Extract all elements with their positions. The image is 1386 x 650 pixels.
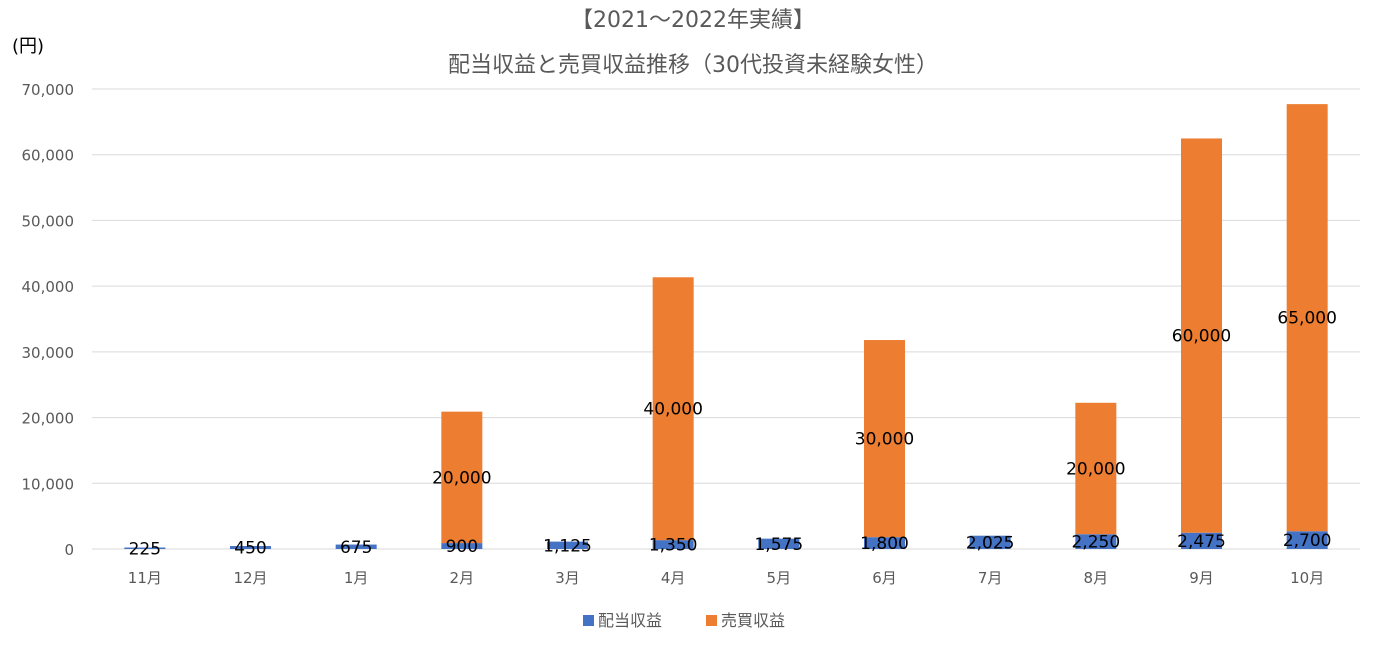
data-label-trading: 20,000 xyxy=(432,468,491,488)
bar-dividend xyxy=(758,538,800,549)
x-tick-label: 8月 xyxy=(1084,569,1109,587)
y-tick-label: 10,000 xyxy=(22,475,75,493)
x-axis-ticks: 11月 12月 1月 2月 3月 4月 5月 6月 7月 8月 9月 10月 xyxy=(128,569,1324,587)
data-label-dividend: 900 xyxy=(446,537,478,557)
data-label-dividend: 1,575 xyxy=(754,535,803,555)
y-tick-label: 50,000 xyxy=(22,212,75,230)
bar-dividend xyxy=(335,544,377,549)
bar-dividend xyxy=(1075,534,1117,549)
y-tick-label: 20,000 xyxy=(22,410,75,428)
data-label-trading: 40,000 xyxy=(643,400,702,420)
bar-trading xyxy=(441,411,483,544)
chart-title-line2: 配当収益と売買収益推移（30代投資未経験女性） xyxy=(448,53,938,78)
y-axis-unit-label: (円) xyxy=(12,36,44,57)
bar-trading xyxy=(1075,402,1117,535)
x-tick-label: 9月 xyxy=(1189,569,1214,587)
x-tick-label: 4月 xyxy=(661,569,686,587)
x-tick-label: 1月 xyxy=(344,569,369,587)
x-tick-label: 12月 xyxy=(233,569,267,587)
y-tick-label: 60,000 xyxy=(22,147,75,165)
data-label-dividend: 2,250 xyxy=(1071,533,1120,553)
data-label-dividend: 2,700 xyxy=(1283,531,1332,551)
y-tick-label: 30,000 xyxy=(22,344,75,362)
x-tick-label: 6月 xyxy=(872,569,897,587)
legend-swatch xyxy=(706,615,717,626)
bar-dividend xyxy=(969,535,1011,549)
bars xyxy=(124,104,1328,549)
bar-trading xyxy=(864,340,905,538)
x-tick-label: 5月 xyxy=(767,569,792,587)
legend-label: 配当収益 xyxy=(598,611,662,630)
x-tick-label: 10月 xyxy=(1290,569,1324,587)
bar-dividend xyxy=(652,540,694,549)
bar-dividend xyxy=(547,541,588,549)
x-tick-label: 3月 xyxy=(555,569,580,587)
bar-trading xyxy=(1181,138,1222,533)
data-label-dividend: 2,475 xyxy=(1177,532,1226,552)
data-label-trading: 30,000 xyxy=(855,430,914,450)
data-label-trading: 60,000 xyxy=(1172,327,1231,347)
bar-dividend xyxy=(864,537,905,549)
legend-label: 売買収益 xyxy=(721,611,785,630)
bar-dividend xyxy=(124,547,166,549)
legend-swatch xyxy=(583,615,594,626)
bar-trading xyxy=(1286,104,1328,532)
data-label-dividend: 225 xyxy=(129,539,161,559)
x-tick-label: 7月 xyxy=(978,569,1003,587)
gridlines xyxy=(92,88,1360,550)
data-label-dividend: 450 xyxy=(234,539,266,559)
data-label-dividend: 1,350 xyxy=(649,536,698,556)
data-label-dividend: 1,800 xyxy=(860,534,909,554)
legend: 配当収益 売買収益 xyxy=(583,611,785,630)
x-tick-label: 2月 xyxy=(450,569,475,587)
data-label-dividend: 2,025 xyxy=(966,533,1015,553)
data-label-dividend: 675 xyxy=(340,538,372,558)
x-tick-label: 11月 xyxy=(128,569,162,587)
bar-trading xyxy=(652,277,694,541)
bar-dividend xyxy=(230,546,271,549)
y-tick-label: 0 xyxy=(64,541,74,559)
bar-dividend xyxy=(1286,531,1328,549)
data-labels: 225 450 675 900 20,000 1,125 1,350 40,000 1,575 1… xyxy=(129,309,1337,560)
y-tick-label: 70,000 xyxy=(22,81,75,99)
bar-dividend xyxy=(1181,532,1222,549)
bar-dividend xyxy=(441,543,483,549)
data-label-dividend: 1,125 xyxy=(543,536,592,556)
y-tick-label: 40,000 xyxy=(22,278,75,296)
data-label-trading: 65,000 xyxy=(1277,309,1336,329)
data-label-trading: 20,000 xyxy=(1066,460,1125,480)
chart-title-line1: 【2021～2022年実績】 xyxy=(571,8,815,33)
y-axis-ticks: 0 10,000 20,000 30,000 40,000 50,000 60,000 70,… xyxy=(22,81,75,559)
